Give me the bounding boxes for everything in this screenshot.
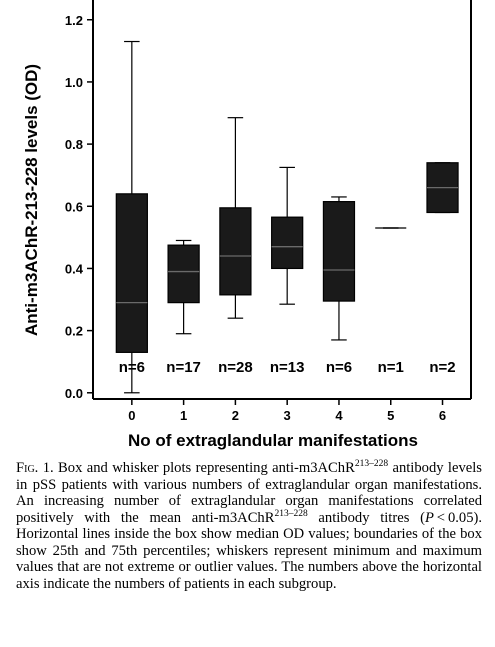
box-iqr <box>322 201 356 302</box>
n-count-label: n=6 <box>119 359 145 376</box>
n-count-label: n=13 <box>270 359 305 376</box>
caption-text-2: antibody levels in pSS patients with var… <box>16 460 482 526</box>
y-axis-label-wrap: Anti-m3AChR-213-228 levels (OD) <box>20 0 44 400</box>
x-tick-label: 4 <box>335 408 343 423</box>
n-count-label: n=17 <box>166 359 201 376</box>
n-count-label: n=2 <box>429 359 455 376</box>
figure-number: Fig. 1. <box>16 460 54 476</box>
box-iqr <box>271 216 304 270</box>
y-tick-label: 1.0 <box>65 75 83 90</box>
box-iqr <box>167 244 200 304</box>
n-count-label: n=6 <box>326 359 352 376</box>
x-tick-label: 0 <box>128 408 135 423</box>
y-tick-label: 0.6 <box>65 199 83 214</box>
y-tick-label: 0.2 <box>65 324 83 339</box>
y-tick-label: 0.8 <box>65 137 83 152</box>
caption-text-3: antibody titres ( <box>307 509 425 526</box>
x-axis-label: No of extraglandular manifestations <box>128 431 418 450</box>
caption-superscript-1: 213–228 <box>354 459 389 470</box>
y-tick-label: 1.2 <box>65 13 83 28</box>
caption-text-4: < 0.05). Horizontal lines inside the box… <box>16 509 482 592</box>
x-tick-label: 2 <box>232 408 239 423</box>
x-tick-label: 3 <box>284 408 291 423</box>
y-tick-label: 0.0 <box>65 386 83 401</box>
figure-caption: Fig. 1. Box and whisker plots representi… <box>16 459 482 592</box>
x-tick-label: 5 <box>387 408 394 423</box>
caption-superscript-2: 213–228 <box>274 508 308 519</box>
y-tick-label: 0.4 <box>65 261 84 276</box>
caption-p-variable: P <box>424 509 434 526</box>
y-axis-label: Anti-m3AChR-213-228 levels (OD) <box>22 63 41 336</box>
n-count-label: n=1 <box>378 359 404 376</box>
box-iqr <box>115 193 148 353</box>
box-iqr <box>219 207 252 296</box>
chart-area: 0.0 0.2 0.4 0.6 0.8 1.0 1.2 0 1 2 3 4 5 6 n=6 n=17 n=28 n… <box>20 0 472 450</box>
n-count-label: n=28 <box>218 359 253 376</box>
x-tick-label: 6 <box>439 408 446 423</box>
box-plot: 0.0 0.2 0.4 0.6 0.8 1.0 1.2 0 1 2 3 4 5 6 n=6 n=17 n=28 n… <box>65 0 472 423</box>
x-tick-label: 1 <box>180 408 187 423</box>
caption-text-1: Box and whisker plots representing anti-… <box>53 460 355 476</box>
